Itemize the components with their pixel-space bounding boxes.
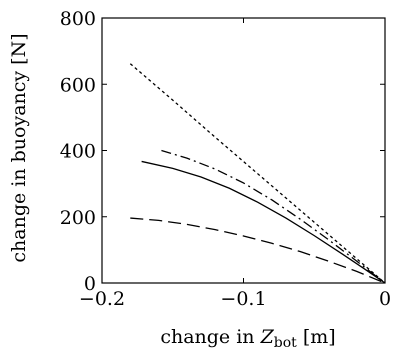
x-tick-label-1: −0.1	[220, 288, 266, 310]
series-line-dash-dot	[161, 149, 386, 284]
x-axis-label-symbol: Z	[260, 326, 275, 348]
x-axis-label-prefix: change in	[160, 326, 260, 348]
y-axis-label: change in buoyancy [N]	[8, 33, 30, 262]
ticks-layer	[101, 17, 386, 284]
y-tick-label-2: 400	[60, 141, 96, 163]
y-tick-label-4: 800	[60, 8, 96, 30]
series-line-dotted	[129, 63, 386, 284]
series-line-dashed	[130, 217, 386, 284]
x-tick-label-0: −0.2	[79, 288, 125, 310]
series-layer	[129, 63, 386, 284]
y-tick-label-0: 0	[84, 273, 96, 295]
plot-area	[101, 17, 386, 284]
x-axis-label-unit: [m]	[297, 326, 336, 348]
plot-frame	[101, 17, 386, 284]
series-line-solid	[141, 160, 386, 284]
x-tick-label-2: 0	[379, 288, 391, 310]
tick-labels-layer: −0.2 −0.1 0 0 200 400 600 800	[60, 8, 391, 310]
y-tick-label-3: 600	[60, 74, 96, 96]
x-axis-label: change in Zbot [m]	[160, 326, 335, 350]
x-axis-label-subscript: bot	[274, 335, 297, 350]
y-tick-label-1: 200	[60, 207, 96, 229]
